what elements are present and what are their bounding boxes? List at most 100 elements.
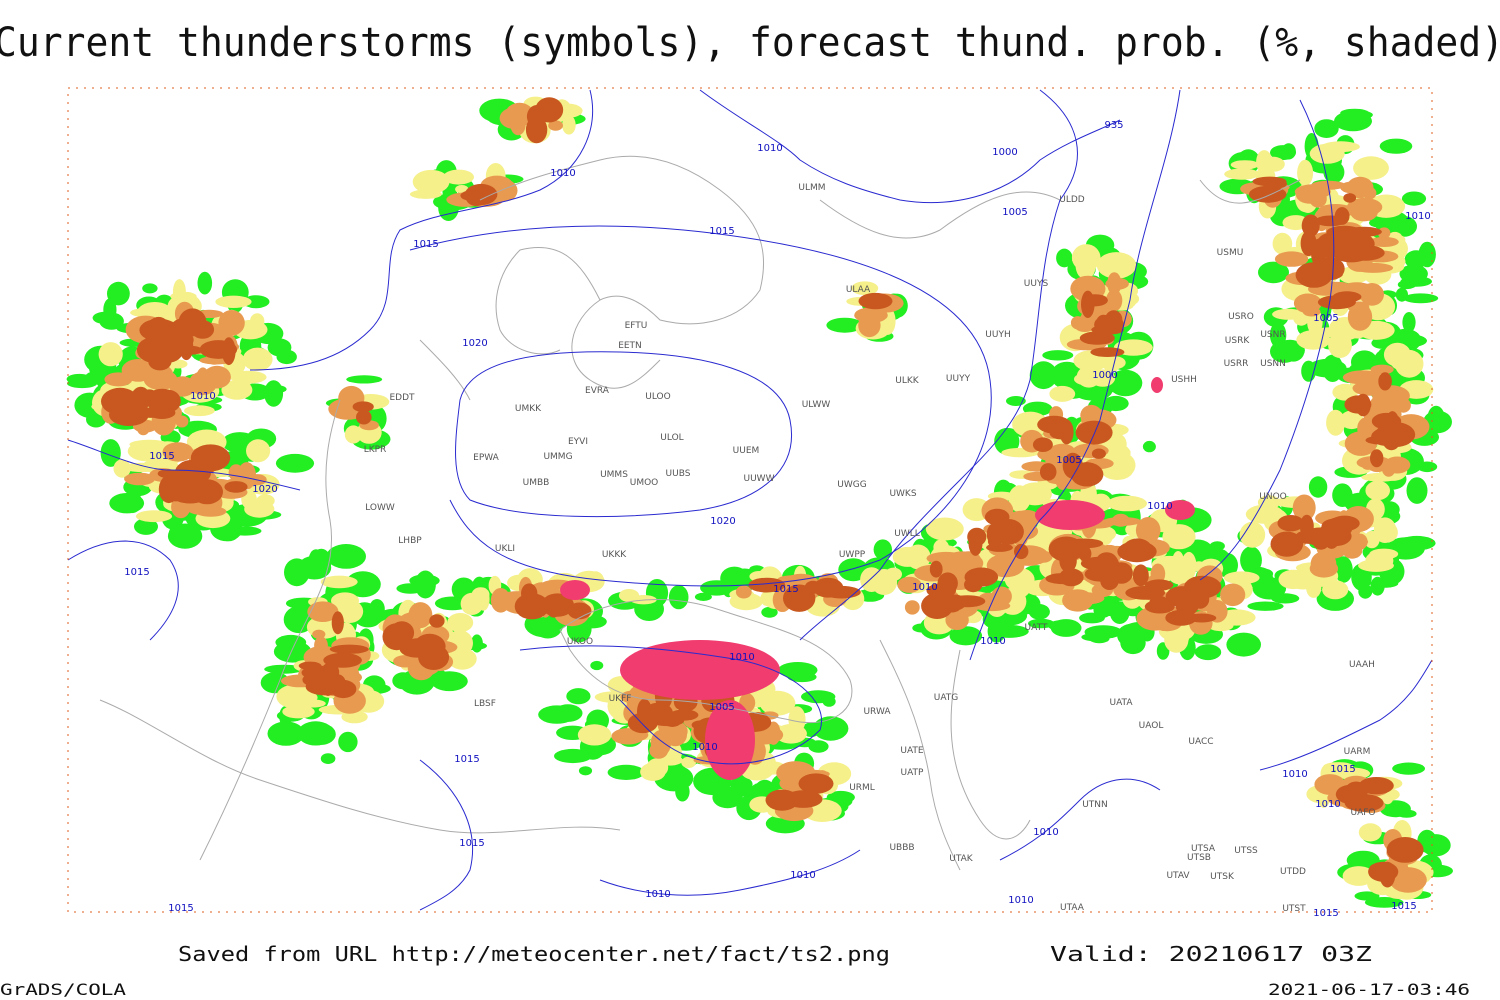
- shaded-area: [203, 365, 231, 389]
- isobar-label: 1010: [1405, 211, 1430, 222]
- shaded-area: [326, 544, 367, 569]
- shaded-area: [1079, 331, 1115, 345]
- shaded-area: [1090, 347, 1125, 357]
- isobar: [419, 759, 861, 911]
- storm-area: [1165, 500, 1195, 520]
- shaded-area: [1014, 543, 1029, 560]
- shaded-area: [1353, 156, 1389, 180]
- station-label: ULMM: [798, 183, 825, 193]
- shaded-area: [1270, 145, 1296, 161]
- station-label: UTAV: [1166, 871, 1190, 881]
- shaded-area: [1403, 293, 1439, 304]
- shaded-area: [1317, 295, 1356, 310]
- shaded-area: [1097, 554, 1113, 579]
- storm-area: [620, 640, 780, 700]
- shaded-area: [1194, 644, 1222, 661]
- shaded-area: [904, 600, 920, 615]
- shaded-area: [681, 756, 696, 769]
- shaded-area: [1239, 521, 1266, 548]
- isobar: [1199, 99, 1335, 581]
- isobar: [519, 645, 822, 765]
- shaded-area: [1028, 618, 1055, 629]
- shaded-area: [409, 189, 442, 199]
- shaded-area: [140, 389, 159, 406]
- shaded-area: [98, 342, 123, 367]
- shaded-area: [275, 453, 315, 473]
- shaded-area: [409, 574, 440, 587]
- shaded-area: [986, 522, 1004, 546]
- probability-shading: [66, 96, 1453, 908]
- shaded-area: [618, 589, 640, 602]
- station-label: EETN: [618, 341, 642, 351]
- shaded-area: [1365, 480, 1390, 501]
- isobar-label: 1020: [710, 516, 735, 527]
- station-label: LHBP: [398, 536, 422, 546]
- shaded-area: [169, 376, 196, 397]
- shaded-area: [300, 699, 326, 708]
- isobar-label: 1015: [149, 451, 174, 462]
- storm-area: [1035, 500, 1105, 530]
- station-label: UARM: [1344, 747, 1371, 757]
- shaded-area: [1075, 321, 1095, 332]
- shaded-area: [1383, 342, 1411, 367]
- shaded-area: [1406, 477, 1428, 504]
- shaded-area: [945, 610, 969, 630]
- shaded-area: [1181, 551, 1197, 580]
- isobar-label: 1015: [1330, 764, 1355, 775]
- isobar-label: 1015: [1391, 901, 1416, 912]
- shaded-area: [124, 472, 156, 486]
- shaded-area: [1108, 369, 1143, 397]
- shaded-area: [1117, 623, 1147, 648]
- shaded-area: [1311, 327, 1352, 338]
- shaded-area: [1059, 419, 1074, 445]
- isobar-label: 1010: [912, 582, 937, 593]
- shaded-area: [1369, 217, 1394, 228]
- station-label: ULOO: [645, 392, 670, 402]
- shaded-area: [646, 758, 669, 777]
- shaded-area: [1062, 452, 1083, 479]
- shaded-area: [1132, 564, 1149, 587]
- shaded-area: [1074, 373, 1097, 386]
- shaded-area: [873, 539, 892, 560]
- coastline: [99, 699, 621, 834]
- shaded-area: [123, 462, 162, 473]
- shaded-area: [826, 790, 855, 804]
- isobar-label: 1005: [709, 702, 734, 713]
- shaded-area: [1220, 583, 1246, 607]
- shaded-area: [1368, 861, 1399, 882]
- shaded-area: [801, 690, 836, 704]
- shaded-area: [1050, 361, 1084, 390]
- station-label: UMOO: [630, 478, 659, 488]
- isobar-label: 1015: [168, 903, 193, 914]
- shaded-area: [1386, 837, 1424, 863]
- valid-time: Valid: 20210617 03Z: [1050, 942, 1372, 966]
- shaded-area: [1032, 437, 1053, 453]
- shaded-area: [1318, 239, 1337, 258]
- shaded-area: [1107, 495, 1147, 512]
- coastline: [819, 179, 1301, 239]
- shaded-area: [1300, 230, 1317, 257]
- shaded-area: [413, 633, 446, 660]
- shaded-area: [1105, 277, 1129, 290]
- shaded-area: [1297, 159, 1314, 186]
- shaded-area: [1321, 141, 1360, 153]
- shaded-area: [858, 313, 881, 338]
- timestamp: 2021-06-17-03:46: [1268, 980, 1470, 999]
- shaded-area: [760, 591, 775, 607]
- shaded-area: [1344, 781, 1368, 803]
- shaded-area: [885, 567, 902, 581]
- shaded-area: [1164, 627, 1189, 653]
- shaded-area: [1391, 216, 1417, 237]
- shaded-area: [1378, 372, 1392, 391]
- station-label: UATG: [934, 693, 959, 703]
- shaded-area: [267, 721, 305, 746]
- isobar-label: 1010: [729, 652, 754, 663]
- shaded-area: [346, 375, 383, 384]
- shaded-area: [168, 524, 187, 543]
- shaded-area: [808, 740, 829, 753]
- station-label: EYVI: [568, 437, 588, 447]
- shaded-area: [352, 401, 374, 413]
- shaded-area: [1343, 193, 1357, 203]
- shaded-area: [199, 340, 238, 359]
- isobar-label: 1010: [550, 168, 575, 179]
